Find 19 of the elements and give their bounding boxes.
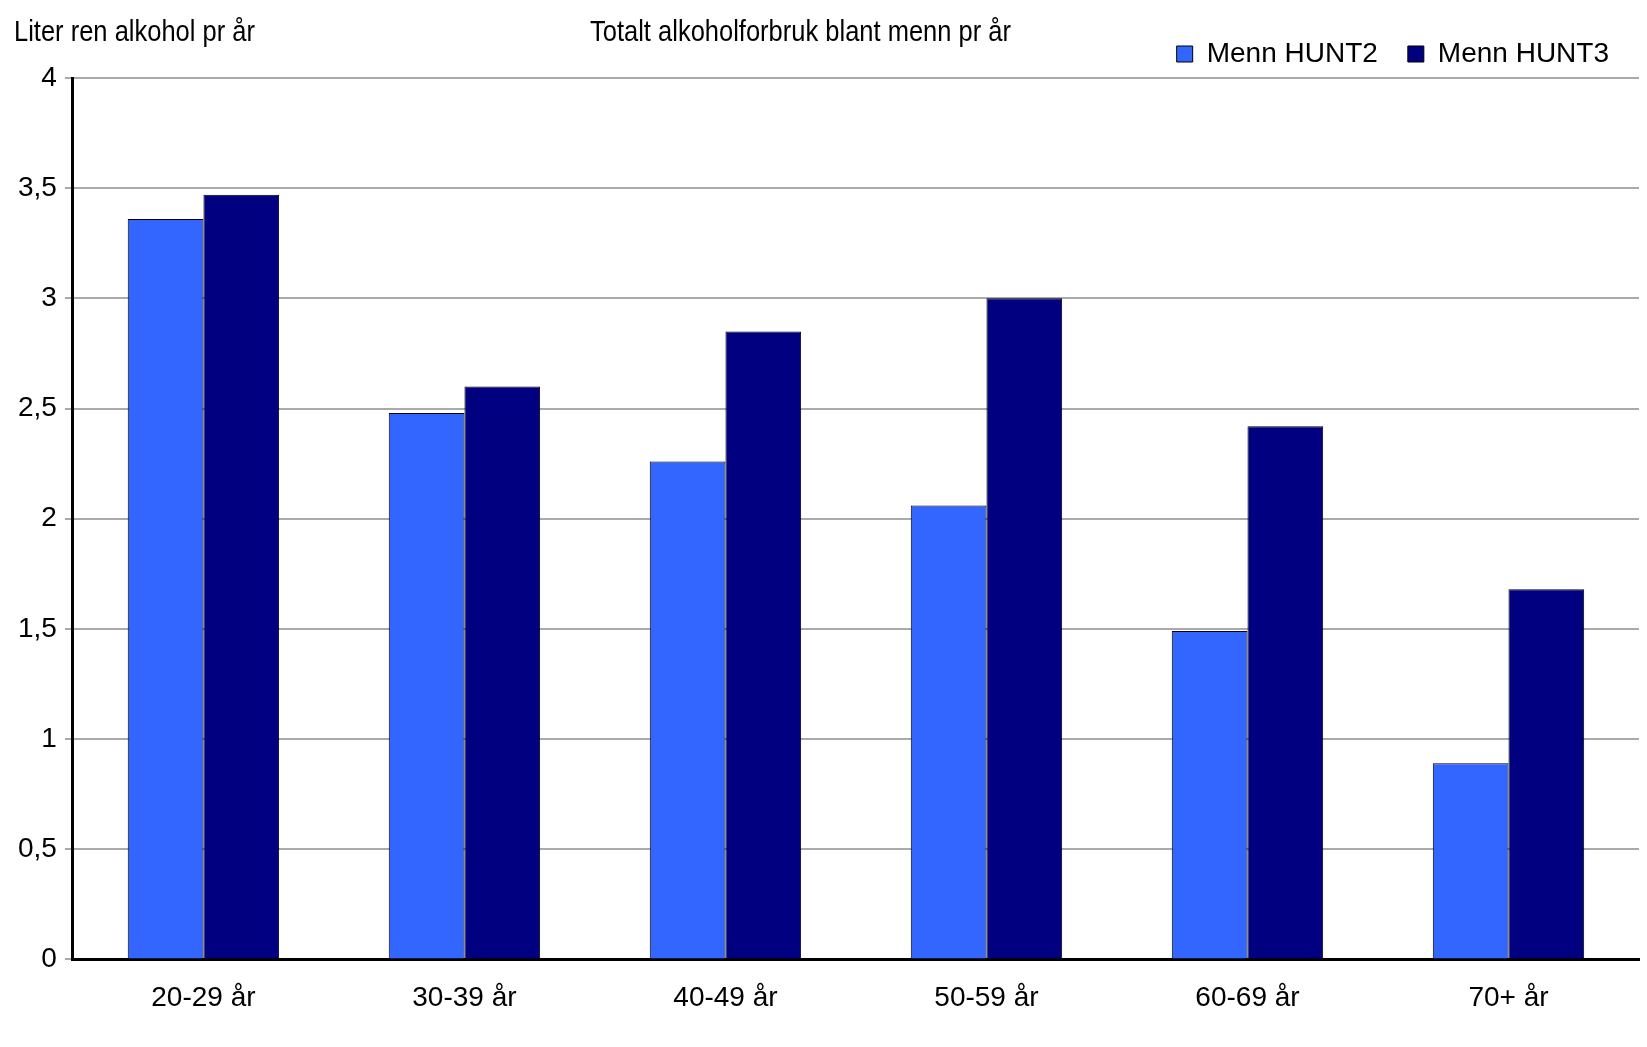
y-tick-label: 3,5 (17, 170, 57, 202)
x-tick-label: 40-49 år (673, 980, 778, 1012)
y-axis-title: Liter ren alkohol pr år (14, 14, 255, 48)
x-tick-label: 50-59 år (934, 980, 1039, 1012)
y-tick-label: 4 (41, 60, 57, 92)
y-tick-label: 0 (41, 942, 57, 974)
y-tick-label: 0,5 (17, 831, 57, 863)
x-tick-label: 30-39 år (412, 980, 517, 1012)
y-tick-label: 2 (41, 501, 57, 533)
x-tick-label: 70+ år (1468, 980, 1549, 1012)
y-tick-label: 2,5 (17, 391, 57, 423)
chart-title: Totalt alkoholforbruk blant menn pr år (590, 14, 1011, 48)
x-tick-label: 60-69 år (1195, 980, 1300, 1012)
legend-label: Menn HUNT2 (1206, 36, 1378, 68)
legend-label: Menn HUNT3 (1437, 36, 1610, 68)
y-tick-label: 3 (41, 281, 57, 313)
y-tick-label: 1 (41, 721, 57, 753)
y-tick-label: 1,5 (17, 611, 57, 643)
x-tick-label: 20-29 år (151, 980, 256, 1012)
